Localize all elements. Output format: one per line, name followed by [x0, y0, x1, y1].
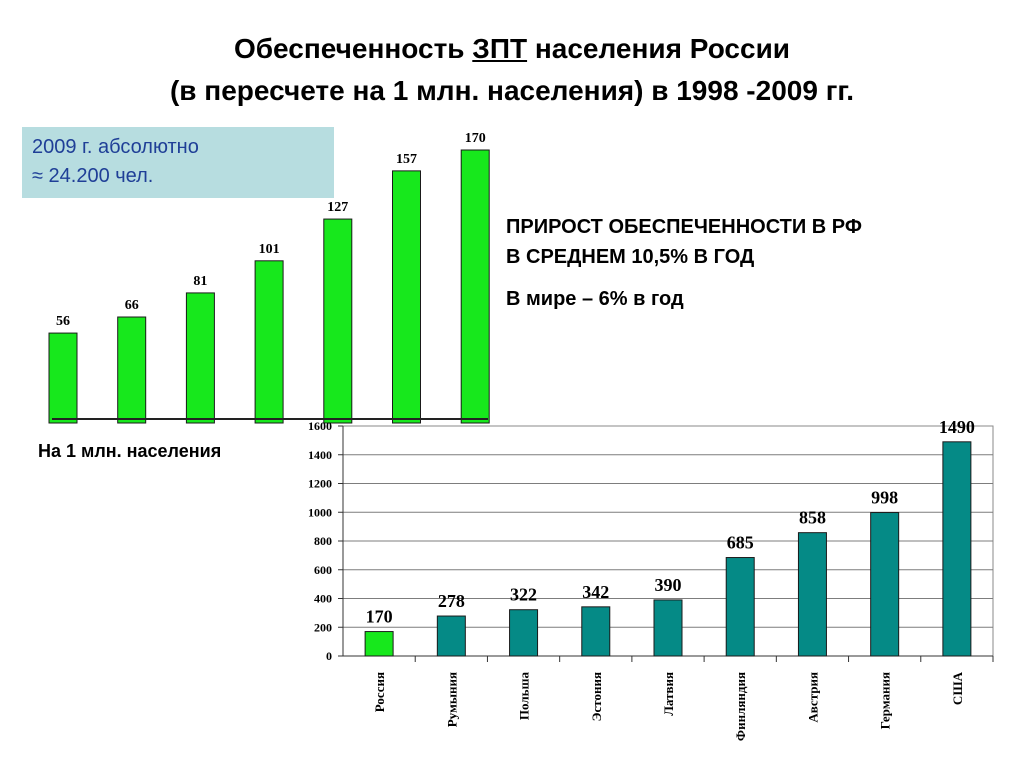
growth-bar-value-label: 81 [193, 274, 207, 289]
growth-bar [323, 218, 353, 424]
country-category-label: Эстония [589, 672, 604, 721]
growth-bar [48, 332, 78, 424]
country-bar-value-label: 278 [438, 591, 465, 611]
country-category-label: США [950, 671, 965, 705]
country-bar-value-label: 998 [871, 488, 898, 508]
y-tick-label: 1200 [308, 477, 332, 491]
world-growth-text: В мире – 6% в год [506, 288, 684, 310]
country-category-label: Австрия [805, 672, 820, 723]
country-bar [725, 557, 755, 657]
growth-bar [185, 292, 215, 424]
y-tick-label: 1000 [308, 505, 332, 519]
country-bar [942, 441, 972, 657]
growth-bar-value-label: 101 [259, 242, 280, 257]
growth-bar-value-label: 66 [125, 298, 139, 313]
callout-line2: ≈ 24.200 чел. [32, 165, 154, 187]
y-tick-label: 1400 [308, 448, 332, 462]
country-category-label: Германия [878, 672, 893, 729]
country-bar-value-label: 1490 [939, 417, 975, 437]
growth-line1: ПРИРОСТ ОБЕСПЕЧЕННОСТИ В РФ [506, 216, 862, 238]
y-tick-label: 800 [314, 534, 332, 548]
y-tick-label: 1600 [308, 419, 332, 433]
country-bar-value-label: 390 [655, 575, 682, 595]
country-category-label: Польша [517, 672, 532, 721]
growth-bar [254, 260, 284, 424]
growth-bar-value-label: 157 [396, 152, 417, 167]
country-category-label: Россия [372, 672, 387, 712]
absolute-count-callout: 2009 г. абсолютно ≈ 24.200 чел. [22, 127, 334, 198]
slide-title-line1: Обеспеченность ЗПТ населения России [0, 30, 1024, 68]
country-bar-value-label: 685 [727, 533, 754, 553]
country-bar [797, 532, 827, 657]
country-bar-value-label: 342 [582, 582, 609, 602]
country-bar-value-label: 322 [510, 585, 537, 605]
title-part-pre: Обеспеченность [233, 33, 473, 64]
country-bar [653, 599, 683, 657]
growth-bar [117, 316, 147, 424]
per-million-label: На 1 млн. населения [38, 441, 222, 461]
country-bar [581, 606, 611, 657]
country-category-label: Латвия [661, 672, 676, 716]
y-tick-label: 200 [314, 620, 332, 634]
growth-bar [392, 170, 421, 424]
country-bar [870, 512, 900, 657]
title-part-post: населения России [527, 33, 791, 64]
growth-bar-value-label: 127 [327, 200, 348, 215]
country-bar-value-label: 858 [799, 508, 826, 528]
country-category-label: Румыния [444, 672, 459, 727]
growth-line2: В СРЕДНЕМ 10,5% В ГОД [506, 246, 755, 268]
growth-bar-value-label: 170 [465, 131, 486, 146]
growth-note: ПРИРОСТ ОБЕСПЕЧЕННОСТИ В РФ В СРЕДНЕМ 10… [506, 212, 1006, 314]
callout-line1: 2009 г. абсолютно [32, 136, 199, 158]
country-bar [509, 609, 539, 657]
slide-title-line2: (в пересчете на 1 млн. населения) в 1998… [169, 75, 854, 106]
country-bar [436, 615, 466, 657]
y-tick-label: 0 [326, 649, 332, 663]
country-category-label: Финляндия [733, 672, 748, 741]
country-bar [364, 631, 394, 657]
growth-bar-value-label: 56 [56, 314, 70, 329]
y-tick-label: 400 [314, 592, 332, 606]
country-bar-value-label: 170 [366, 607, 393, 627]
y-tick-label: 600 [314, 563, 332, 577]
title-part-underlined: ЗПТ [472, 33, 528, 64]
growth-bar [460, 149, 490, 424]
